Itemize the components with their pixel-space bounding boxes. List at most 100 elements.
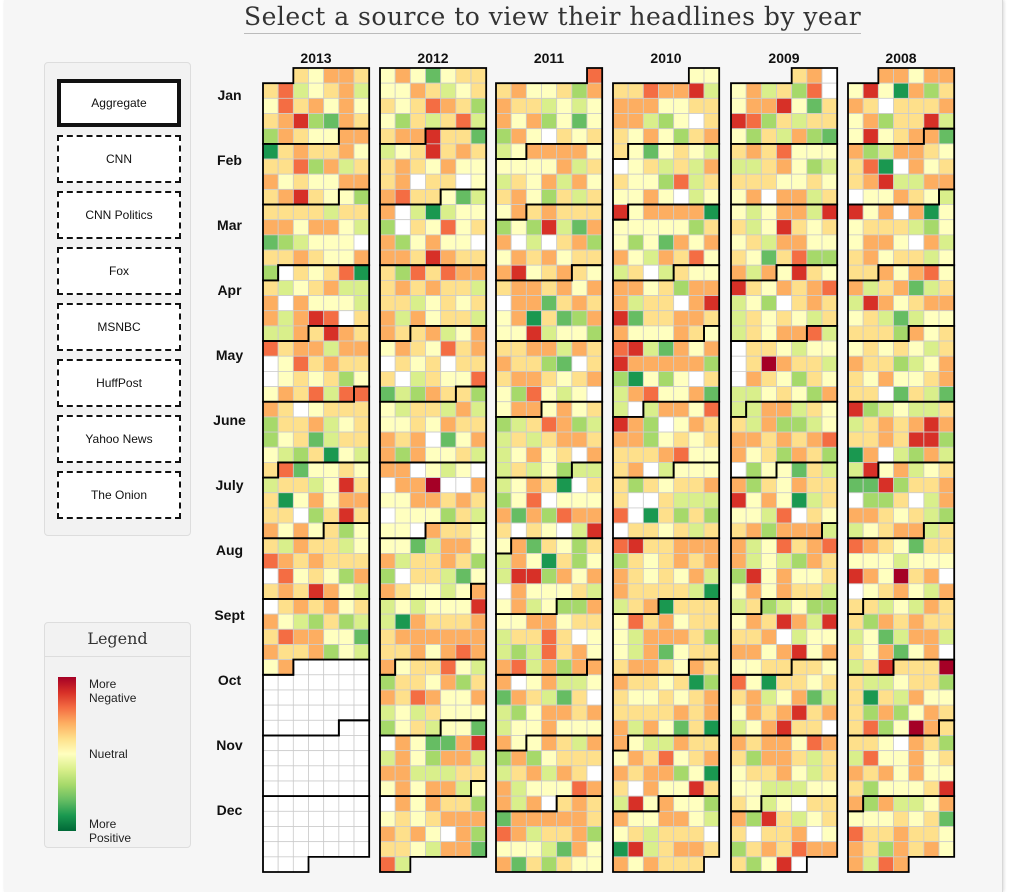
day-cell[interactable] <box>292 462 309 478</box>
day-cell[interactable] <box>277 780 294 797</box>
day-cell[interactable] <box>323 704 340 721</box>
day-cell[interactable] <box>730 386 747 403</box>
day-cell[interactable] <box>745 735 762 752</box>
day-cell[interactable] <box>673 264 690 281</box>
day-cell[interactable] <box>495 279 512 296</box>
day-cell[interactable] <box>292 386 309 403</box>
day-cell[interactable] <box>923 795 940 812</box>
day-cell[interactable] <box>440 750 457 767</box>
day-cell[interactable] <box>612 826 629 843</box>
day-cell[interactable] <box>658 719 675 736</box>
day-cell[interactable] <box>440 82 457 99</box>
day-cell[interactable] <box>923 158 940 175</box>
day-cell[interactable] <box>791 735 808 752</box>
day-cell[interactable] <box>703 82 720 99</box>
day-cell[interactable] <box>292 264 309 281</box>
day-cell[interactable] <box>409 97 426 114</box>
day-cell[interactable] <box>627 598 644 615</box>
day-cell[interactable] <box>776 188 793 205</box>
day-cell[interactable] <box>673 128 690 145</box>
day-cell[interactable] <box>703 644 720 661</box>
day-cell[interactable] <box>938 204 955 221</box>
day-cell[interactable] <box>541 628 558 645</box>
day-cell[interactable] <box>776 613 793 630</box>
day-cell[interactable] <box>776 143 793 160</box>
day-cell[interactable] <box>688 370 705 387</box>
day-cell[interactable] <box>571 340 588 357</box>
day-cell[interactable] <box>586 113 603 130</box>
day-cell[interactable] <box>923 264 940 281</box>
day-cell[interactable] <box>571 325 588 342</box>
day-cell[interactable] <box>688 158 705 175</box>
day-cell[interactable] <box>455 188 472 205</box>
day-cell[interactable] <box>323 158 340 175</box>
day-cell[interactable] <box>455 158 472 175</box>
day-cell[interactable] <box>938 401 955 418</box>
day-cell[interactable] <box>556 158 573 175</box>
day-cell[interactable] <box>612 310 629 327</box>
day-cell[interactable] <box>308 143 325 160</box>
day-cell[interactable] <box>556 219 573 236</box>
day-cell[interactable] <box>642 735 659 752</box>
day-cell[interactable] <box>541 537 558 554</box>
day-cell[interactable] <box>658 173 675 190</box>
day-cell[interactable] <box>495 477 512 494</box>
day-cell[interactable] <box>791 795 808 812</box>
day-cell[interactable] <box>353 67 370 84</box>
day-cell[interactable] <box>806 431 823 448</box>
day-cell[interactable] <box>791 856 808 873</box>
day-cell[interactable] <box>556 659 573 676</box>
day-cell[interactable] <box>908 568 925 585</box>
day-cell[interactable] <box>262 810 279 827</box>
day-cell[interactable] <box>455 765 472 782</box>
day-cell[interactable] <box>470 689 487 706</box>
day-cell[interactable] <box>525 507 542 524</box>
day-cell[interactable] <box>908 765 925 782</box>
day-cell[interactable] <box>938 219 955 236</box>
day-cell[interactable] <box>425 188 442 205</box>
day-cell[interactable] <box>277 158 294 175</box>
day-cell[interactable] <box>586 613 603 630</box>
day-cell[interactable] <box>760 810 777 827</box>
day-cell[interactable] <box>379 583 396 600</box>
day-cell[interactable] <box>470 173 487 190</box>
day-cell[interactable] <box>541 113 558 130</box>
day-cell[interactable] <box>923 401 940 418</box>
day-cell[interactable] <box>541 340 558 357</box>
day-cell[interactable] <box>642 810 659 827</box>
day-cell[interactable] <box>673 810 690 827</box>
day-cell[interactable] <box>730 113 747 130</box>
day-cell[interactable] <box>277 173 294 190</box>
day-cell[interactable] <box>612 188 629 205</box>
day-cell[interactable] <box>760 644 777 661</box>
day-cell[interactable] <box>510 204 527 221</box>
day-cell[interactable] <box>262 507 279 524</box>
day-cell[interactable] <box>730 188 747 205</box>
day-cell[interactable] <box>556 674 573 691</box>
day-cell[interactable] <box>394 340 411 357</box>
day-cell[interactable] <box>745 295 762 312</box>
day-cell[interactable] <box>862 340 879 357</box>
day-cell[interactable] <box>688 553 705 570</box>
day-cell[interactable] <box>658 492 675 509</box>
day-cell[interactable] <box>470 113 487 130</box>
day-cell[interactable] <box>470 340 487 357</box>
day-cell[interactable] <box>455 462 472 478</box>
day-cell[interactable] <box>923 340 940 357</box>
day-cell[interactable] <box>308 355 325 372</box>
day-cell[interactable] <box>586 340 603 357</box>
day-cell[interactable] <box>893 97 910 114</box>
day-cell[interactable] <box>308 295 325 312</box>
day-cell[interactable] <box>525 446 542 463</box>
day-cell[interactable] <box>847 355 864 372</box>
day-cell[interactable] <box>658 204 675 221</box>
day-cell[interactable] <box>673 204 690 221</box>
day-cell[interactable] <box>862 370 879 387</box>
day-cell[interactable] <box>571 537 588 554</box>
day-cell[interactable] <box>353 113 370 130</box>
day-cell[interactable] <box>455 628 472 645</box>
day-cell[interactable] <box>821 704 838 721</box>
day-cell[interactable] <box>425 735 442 752</box>
day-cell[interactable] <box>688 719 705 736</box>
day-cell[interactable] <box>379 644 396 661</box>
